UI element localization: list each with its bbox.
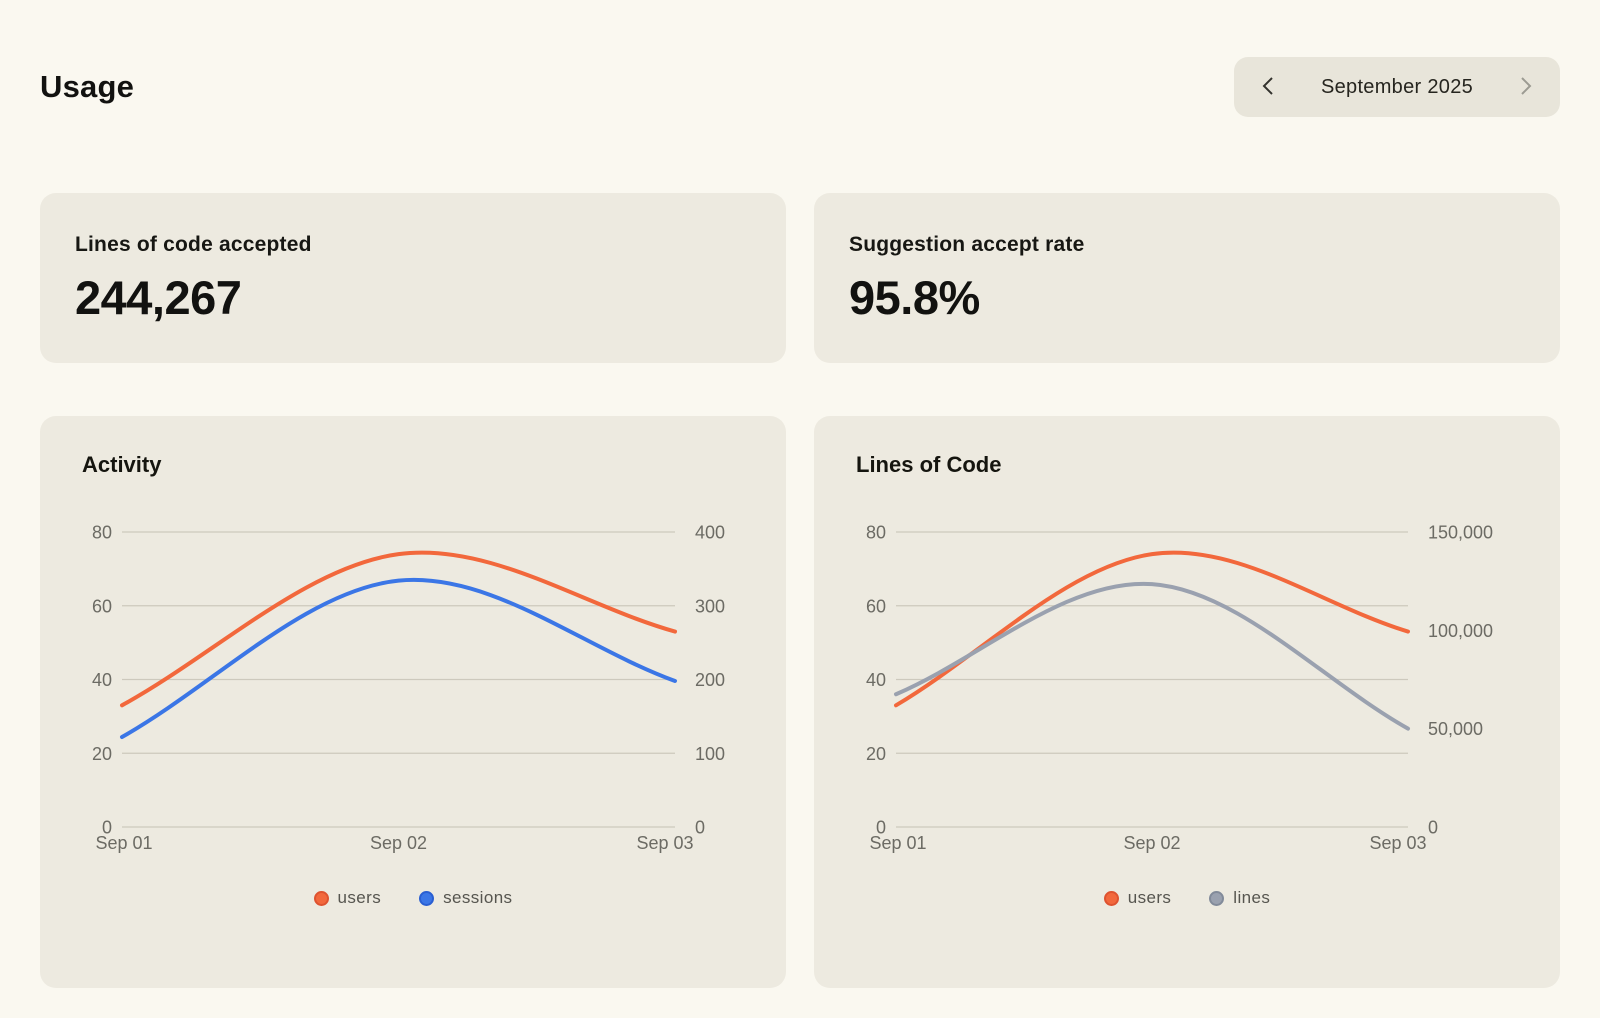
legend-dot-icon xyxy=(1209,890,1225,906)
stat-value: 244,267 xyxy=(75,271,242,324)
svg-text:0: 0 xyxy=(102,818,112,838)
month-label: September 2025 xyxy=(1320,75,1474,98)
next-month-button[interactable] xyxy=(1510,71,1540,104)
page-header: Usage September 2025 xyxy=(40,57,1560,117)
stats-row: Lines of code accepted 244,267 Suggestio… xyxy=(40,193,1560,363)
svg-text:40: 40 xyxy=(866,670,886,690)
page-title: Usage xyxy=(40,69,135,104)
legend-label: users xyxy=(337,888,382,907)
legend-dot-icon xyxy=(1103,890,1119,906)
svg-text:40: 40 xyxy=(92,670,112,690)
svg-text:200: 200 xyxy=(695,670,725,690)
svg-text:0: 0 xyxy=(1428,818,1438,838)
svg-text:80: 80 xyxy=(866,523,886,543)
chart-legend: users sessions xyxy=(40,888,786,908)
legend-dot-icon xyxy=(313,890,329,906)
chart-title: Lines of Code xyxy=(856,452,1002,477)
svg-text:0: 0 xyxy=(876,818,886,838)
legend-dot-icon xyxy=(419,890,435,906)
svg-text:Sep 03: Sep 03 xyxy=(1369,833,1426,853)
legend-item-users[interactable]: users xyxy=(313,888,382,908)
legend-item-users[interactable]: users xyxy=(1103,888,1172,908)
chevron-left-icon xyxy=(1258,75,1280,100)
lines-of-code-chart: 0 20 40 60 80 0 50,000 100,000 150,000 Sep 01 Sep … xyxy=(866,523,1493,854)
legend-label: lines xyxy=(1233,888,1271,907)
svg-text:Sep 01: Sep 01 xyxy=(869,833,926,853)
svg-text:Sep 02: Sep 02 xyxy=(1123,833,1180,853)
stat-label: Suggestion accept rate xyxy=(849,233,1085,256)
svg-text:Sep 02: Sep 02 xyxy=(370,833,427,853)
usage-page: Usage September 2025 Lines of code accep… xyxy=(40,57,1560,988)
svg-text:60: 60 xyxy=(866,596,886,616)
chart-title: Activity xyxy=(82,452,162,477)
activity-chart: 0 20 40 60 80 0 100 200 300 400 Sep 01 Sep 02 Sep 03 xyxy=(92,523,725,854)
svg-text:20: 20 xyxy=(866,744,886,764)
svg-text:0: 0 xyxy=(695,818,705,838)
legend-label: users xyxy=(1127,888,1172,907)
stat-value: 95.8% xyxy=(849,271,980,324)
activity-chart-card: Activity 0 20 40 60 80 0 100 200 300 400 Sep 01 Sep… xyxy=(40,416,786,988)
svg-text:Sep 03: Sep 03 xyxy=(636,833,693,853)
svg-text:300: 300 xyxy=(695,596,725,616)
svg-text:400: 400 xyxy=(695,523,725,543)
svg-text:50,000: 50,000 xyxy=(1428,719,1483,739)
prev-month-button[interactable] xyxy=(1254,71,1284,104)
svg-text:150,000: 150,000 xyxy=(1428,523,1493,543)
charts-row: Activity 0 20 40 60 80 0 100 200 300 400 Sep 01 Sep… xyxy=(40,416,1560,988)
legend-label: sessions xyxy=(443,888,513,907)
legend-item-lines[interactable]: lines xyxy=(1209,888,1270,908)
svg-text:80: 80 xyxy=(92,523,112,543)
svg-text:60: 60 xyxy=(92,596,112,616)
stat-card-lines-accepted: Lines of code accepted 244,267 xyxy=(40,193,786,363)
svg-text:20: 20 xyxy=(92,744,112,764)
stat-label: Lines of code accepted xyxy=(75,233,312,256)
month-navigator: September 2025 xyxy=(1234,57,1560,117)
svg-text:100,000: 100,000 xyxy=(1428,621,1493,641)
chevron-right-icon xyxy=(1514,75,1536,100)
stat-card-accept-rate: Suggestion accept rate 95.8% xyxy=(814,193,1560,363)
svg-text:Sep 01: Sep 01 xyxy=(95,833,152,853)
legend-item-sessions[interactable]: sessions xyxy=(419,888,512,908)
chart-legend: users lines xyxy=(814,888,1560,908)
svg-text:100: 100 xyxy=(695,744,725,764)
lines-of-code-chart-card: Lines of Code 0 20 40 60 80 0 50,000 100,000 150… xyxy=(814,416,1560,988)
